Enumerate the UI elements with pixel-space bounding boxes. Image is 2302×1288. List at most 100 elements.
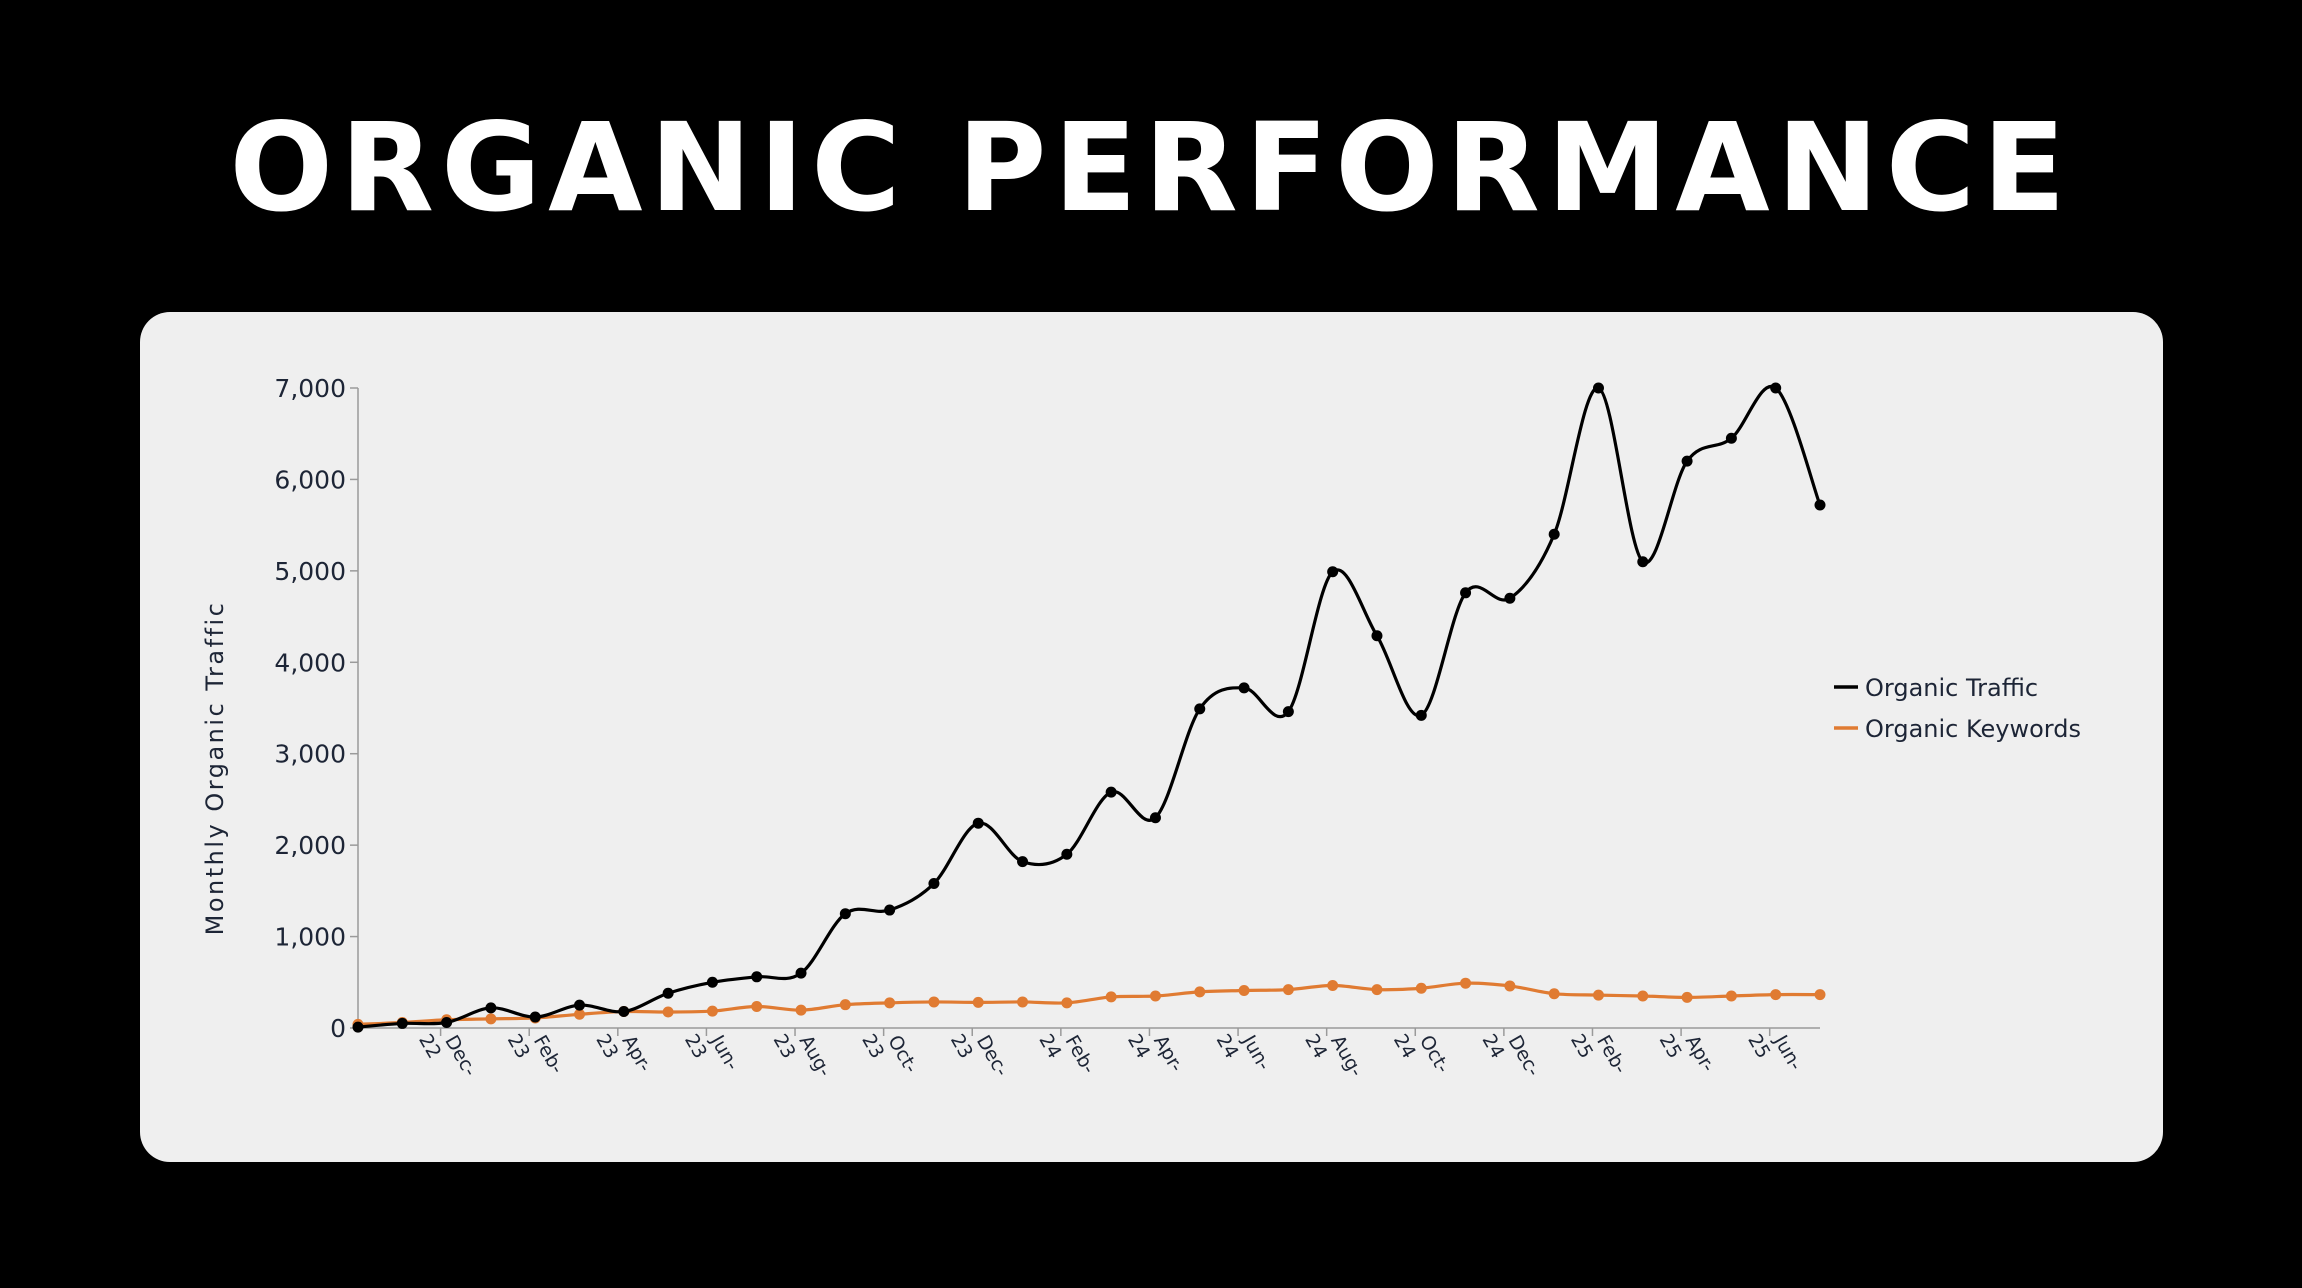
- data-point-organic-keywords: [1814, 989, 1826, 1001]
- data-point-organic-traffic: [1061, 848, 1073, 860]
- series-line-organic-keywords: [356, 981, 1822, 1026]
- legend-item-organic-traffic: Organic Traffic: [1834, 674, 2038, 702]
- data-point-organic-traffic: [1592, 382, 1604, 394]
- data-point-organic-keywords: [928, 996, 940, 1008]
- data-point-organic-traffic: [1637, 556, 1649, 568]
- svg-text:Feb-23: Feb-23: [503, 1019, 568, 1088]
- x-tick-label: Jun-23: [680, 1019, 743, 1085]
- data-point-organic-keywords: [795, 1004, 807, 1016]
- svg-text:Jun-25: Jun-25: [1743, 1019, 1806, 1085]
- data-point-organic-traffic: [1725, 432, 1737, 444]
- data-point-organic-traffic: [662, 987, 674, 999]
- data-point-organic-keywords: [574, 1008, 586, 1020]
- data-point-organic-traffic: [1327, 566, 1339, 578]
- data-point-organic-traffic: [839, 908, 851, 920]
- x-tick-label: Feb-23: [503, 1019, 568, 1088]
- data-point-organic-keywords: [1592, 989, 1604, 1001]
- y-tick-label: 0: [330, 1014, 346, 1043]
- data-point-organic-keywords: [1238, 985, 1250, 997]
- svg-text:Apr-24: Apr-24: [1123, 1019, 1187, 1086]
- data-point-organic-traffic: [574, 999, 586, 1011]
- data-point-organic-keywords: [1415, 982, 1427, 994]
- series-organic-keywords: [352, 977, 1826, 1030]
- chart: 0 1,000 2,000 3,000 4,000 5,000 6,000 7,000 Dec…: [201, 374, 2081, 1091]
- x-tick-label: Jun-24: [1212, 1019, 1275, 1085]
- data-point-organic-keywords: [1282, 984, 1294, 996]
- y-axis: 0 1,000 2,000 3,000 4,000 5,000 6,000 7,000: [274, 374, 359, 1043]
- x-tick-label: Dec-23: [946, 1019, 1013, 1091]
- legend-item-organic-keywords: Organic Keywords: [1834, 715, 2081, 743]
- x-tick-label: Jun-25: [1743, 1019, 1806, 1085]
- data-point-organic-traffic: [441, 1017, 453, 1029]
- svg-text:Apr-25: Apr-25: [1655, 1019, 1719, 1086]
- data-point-organic-traffic: [972, 817, 984, 829]
- x-tick-label: Apr-23: [591, 1030, 655, 1075]
- x-tick-label: Apr-24: [1123, 1019, 1187, 1086]
- y-tick-label: 6,000: [274, 465, 346, 494]
- data-point-organic-keywords: [1194, 986, 1206, 998]
- x-tick-label: Feb-24: [1034, 1019, 1099, 1088]
- svg-text:Jun-23: Jun-23: [680, 1019, 743, 1085]
- data-point-organic-traffic: [1149, 812, 1161, 824]
- data-point-organic-traffic: [1105, 786, 1117, 798]
- x-tick-label: Dec-24: [1477, 1019, 1544, 1091]
- data-point-organic-keywords: [485, 1013, 497, 1025]
- y-tick-label: 1,000: [274, 923, 346, 952]
- data-point-organic-traffic: [1770, 382, 1782, 394]
- svg-text:Dec-24: Dec-24: [1477, 1019, 1544, 1091]
- data-point-organic-keywords: [662, 1006, 674, 1018]
- svg-text:Aug-23: Aug-23: [769, 1019, 836, 1091]
- data-point-organic-keywords: [1149, 990, 1161, 1002]
- x-tick-label: Aug-23: [769, 1019, 836, 1091]
- chart-card: 0 1,000 2,000 3,000 4,000 5,000 6,000 7,000 Dec…: [140, 312, 2163, 1162]
- data-point-organic-traffic: [1194, 703, 1206, 715]
- x-tick-label: Aug-24: [1300, 1019, 1367, 1091]
- series-organic-traffic: [352, 382, 1826, 1033]
- data-point-organic-traffic: [928, 878, 940, 890]
- y-axis-title: Monthly Organic Traffic: [201, 601, 229, 936]
- y-tick-label: 5,000: [274, 557, 346, 586]
- y-tick-label: 3,000: [274, 740, 346, 769]
- x-tick-label: Oct-23: [857, 1019, 922, 1088]
- data-point-organic-keywords: [1725, 990, 1737, 1002]
- data-point-organic-traffic: [706, 976, 718, 988]
- data-point-organic-keywords: [1105, 991, 1117, 1003]
- data-point-organic-traffic: [529, 1011, 541, 1023]
- data-point-organic-keywords: [1770, 989, 1782, 1001]
- data-point-organic-traffic: [1814, 499, 1826, 511]
- svg-text:Aug-24: Aug-24: [1300, 1019, 1367, 1091]
- data-point-organic-traffic: [1371, 630, 1383, 642]
- svg-text:Feb-24: Feb-24: [1034, 1019, 1099, 1088]
- svg-text:Oct-23: Oct-23: [857, 1019, 922, 1088]
- data-point-organic-traffic: [795, 967, 807, 979]
- data-point-organic-keywords: [751, 1001, 763, 1013]
- x-tick-label: Dec-22: [414, 1019, 481, 1091]
- data-point-organic-traffic: [1681, 455, 1693, 467]
- data-point-organic-traffic: [1282, 706, 1294, 718]
- data-point-organic-traffic: [1548, 528, 1560, 540]
- data-point-organic-traffic: [884, 904, 896, 916]
- legend: Organic Traffic Organic Keywords: [1834, 674, 2081, 743]
- svg-text:Jun-24: Jun-24: [1212, 1019, 1275, 1085]
- data-point-organic-traffic: [485, 1002, 497, 1014]
- y-tick-label: 2,000: [274, 831, 346, 860]
- svg-text:Feb-25: Feb-25: [1566, 1019, 1631, 1088]
- x-tick-label: Feb-25: [1566, 1019, 1631, 1088]
- data-point-organic-traffic: [1017, 856, 1029, 868]
- svg-text:Dec-23: Dec-23: [946, 1019, 1013, 1091]
- data-point-organic-keywords: [972, 996, 984, 1008]
- legend-label: Organic Keywords: [1865, 715, 2081, 743]
- data-point-organic-keywords: [1017, 996, 1029, 1008]
- data-point-organic-keywords: [1504, 980, 1516, 992]
- x-axis: Dec-22 Feb-23 Apr-23 Jun-23 Aug-23 Oct-23 Dec-…: [358, 1019, 1820, 1091]
- data-point-organic-keywords: [706, 1005, 718, 1017]
- data-point-organic-keywords: [839, 999, 851, 1011]
- legend-label: Organic Traffic: [1865, 674, 2038, 702]
- data-point-organic-keywords: [1061, 997, 1073, 1009]
- data-point-organic-keywords: [1460, 977, 1472, 989]
- svg-text:Dec-22: Dec-22: [414, 1019, 481, 1091]
- y-tick-label: 7,000: [274, 374, 346, 403]
- data-point-organic-keywords: [884, 997, 896, 1009]
- data-point-organic-keywords: [1637, 990, 1649, 1002]
